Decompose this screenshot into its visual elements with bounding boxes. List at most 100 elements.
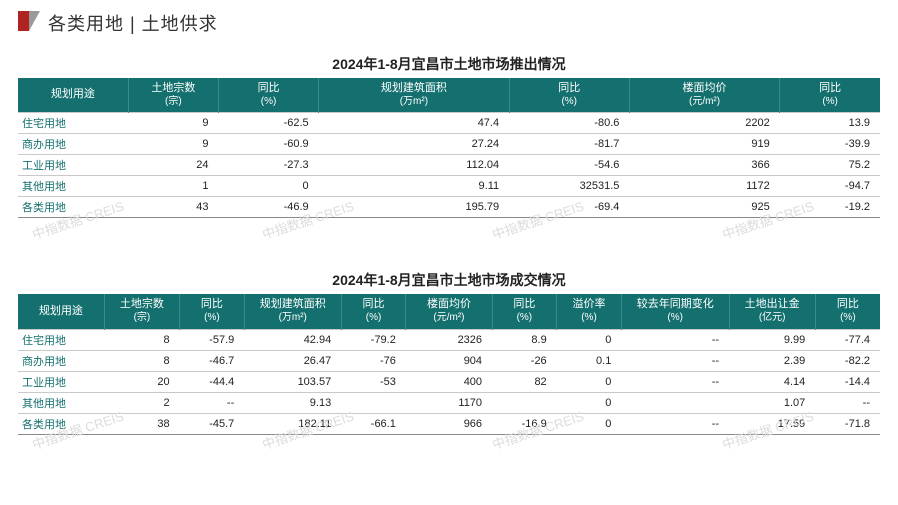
cell-value: -66.1 — [341, 413, 406, 434]
column-header: 同比(%) — [815, 294, 880, 329]
page-title: 各类用地 | 土地供求 — [48, 10, 218, 36]
column-header: 规划建筑面积(万m²) — [244, 294, 341, 329]
cell-value: 0 — [557, 392, 622, 413]
table2: 规划用途土地宗数(宗)同比(%)规划建筑面积(万m²)同比(%)楼面均价(元/m… — [18, 294, 880, 434]
cell-value: 0 — [557, 371, 622, 392]
cell-value: 27.24 — [319, 134, 509, 155]
table-row: 商办用地9-60.927.24-81.7919-39.9 — [18, 134, 880, 155]
cell-value: 47.4 — [319, 113, 509, 134]
cell-value: 2202 — [629, 113, 779, 134]
cell-value: -54.6 — [509, 155, 629, 176]
row-label: 商办用地 — [18, 134, 128, 155]
column-header: 同比(%) — [180, 294, 245, 329]
column-header: 溢价率(%) — [557, 294, 622, 329]
header-accent-icon — [18, 11, 40, 36]
cell-value: 0 — [557, 413, 622, 434]
column-header: 规划建筑面积(万m²) — [319, 78, 509, 113]
column-header: 土地出让金(亿元) — [729, 294, 815, 329]
row-label: 工业用地 — [18, 371, 104, 392]
table2-header-row: 规划用途土地宗数(宗)同比(%)规划建筑面积(万m²)同比(%)楼面均价(元/m… — [18, 294, 880, 329]
cell-value: -- — [621, 329, 729, 350]
table1-title: 2024年1-8月宜昌市土地市场推出情况 — [18, 54, 880, 74]
cell-value: -80.6 — [509, 113, 629, 134]
cell-value: -77.4 — [815, 329, 880, 350]
cell-value: 400 — [406, 371, 492, 392]
table1-block: 2024年1-8月宜昌市土地市场推出情况 规划用途土地宗数(宗)同比(%)规划建… — [18, 54, 880, 218]
cell-value: 1170 — [406, 392, 492, 413]
page-header: 各类用地 | 土地供求 — [0, 0, 898, 40]
cell-value: -- — [621, 413, 729, 434]
cell-value: -76 — [341, 350, 406, 371]
table-row: 各类用地38-45.7182.11-66.1966-16.90--17.59-7… — [18, 413, 880, 434]
cell-value: 2.39 — [729, 350, 815, 371]
row-label: 其他用地 — [18, 176, 128, 197]
cell-value: 75.2 — [780, 155, 880, 176]
cell-value: 0.1 — [557, 350, 622, 371]
cell-value: 925 — [629, 197, 779, 218]
column-header: 楼面均价(元/m²) — [629, 78, 779, 113]
column-header: 同比(%) — [218, 78, 318, 113]
cell-value: -39.9 — [780, 134, 880, 155]
cell-value: 26.47 — [244, 350, 341, 371]
cell-value: 9.11 — [319, 176, 509, 197]
column-header: 同比(%) — [780, 78, 880, 113]
cell-value: 2326 — [406, 329, 492, 350]
cell-value: 38 — [104, 413, 179, 434]
column-header: 同比(%) — [492, 294, 557, 329]
cell-value: 82 — [492, 371, 557, 392]
cell-value: 2 — [104, 392, 179, 413]
cell-value: 43 — [128, 197, 218, 218]
cell-value: 904 — [406, 350, 492, 371]
table1-header-row: 规划用途土地宗数(宗)同比(%)规划建筑面积(万m²)同比(%)楼面均价(元/m… — [18, 78, 880, 113]
cell-value: 9 — [128, 113, 218, 134]
cell-value: -- — [180, 392, 245, 413]
cell-value: 1.07 — [729, 392, 815, 413]
column-header: 土地宗数(宗) — [128, 78, 218, 113]
table-row: 商办用地8-46.726.47-76904-260.1--2.39-82.2 — [18, 350, 880, 371]
cell-value: 0 — [218, 176, 318, 197]
table1: 规划用途土地宗数(宗)同比(%)规划建筑面积(万m²)同比(%)楼面均价(元/m… — [18, 78, 880, 218]
cell-value: 42.94 — [244, 329, 341, 350]
table-row: 其他用地109.1132531.51172-94.7 — [18, 176, 880, 197]
cell-value: -- — [815, 392, 880, 413]
cell-value: -19.2 — [780, 197, 880, 218]
cell-value: -14.4 — [815, 371, 880, 392]
cell-value: 24 — [128, 155, 218, 176]
table-row: 工业用地24-27.3112.04-54.636675.2 — [18, 155, 880, 176]
cell-value: -45.7 — [180, 413, 245, 434]
cell-value: 8 — [104, 329, 179, 350]
cell-value: -- — [621, 371, 729, 392]
cell-value: 9 — [128, 134, 218, 155]
cell-value — [492, 392, 557, 413]
row-label: 各类用地 — [18, 197, 128, 218]
cell-value: 13.9 — [780, 113, 880, 134]
cell-value: 1 — [128, 176, 218, 197]
cell-value: -44.4 — [180, 371, 245, 392]
cell-value: 966 — [406, 413, 492, 434]
cell-value: 195.79 — [319, 197, 509, 218]
cell-value: 17.59 — [729, 413, 815, 434]
cell-value: 9.99 — [729, 329, 815, 350]
table-row: 住宅用地8-57.942.94-79.223268.90--9.99-77.4 — [18, 329, 880, 350]
cell-value: -60.9 — [218, 134, 318, 155]
column-header: 土地宗数(宗) — [104, 294, 179, 329]
column-header: 同比(%) — [509, 78, 629, 113]
cell-value: 366 — [629, 155, 779, 176]
row-label: 其他用地 — [18, 392, 104, 413]
cell-value: -94.7 — [780, 176, 880, 197]
cell-value: -79.2 — [341, 329, 406, 350]
cell-value: -16.9 — [492, 413, 557, 434]
cell-value: -- — [621, 350, 729, 371]
row-label: 住宅用地 — [18, 113, 128, 134]
cell-value: 103.57 — [244, 371, 341, 392]
cell-value: -82.2 — [815, 350, 880, 371]
row-label: 工业用地 — [18, 155, 128, 176]
cell-value: 8 — [104, 350, 179, 371]
row-label: 住宅用地 — [18, 329, 104, 350]
cell-value: -62.5 — [218, 113, 318, 134]
cell-value: -81.7 — [509, 134, 629, 155]
cell-value: 9.13 — [244, 392, 341, 413]
cell-value: 1172 — [629, 176, 779, 197]
cell-value: 182.11 — [244, 413, 341, 434]
cell-value: -46.9 — [218, 197, 318, 218]
